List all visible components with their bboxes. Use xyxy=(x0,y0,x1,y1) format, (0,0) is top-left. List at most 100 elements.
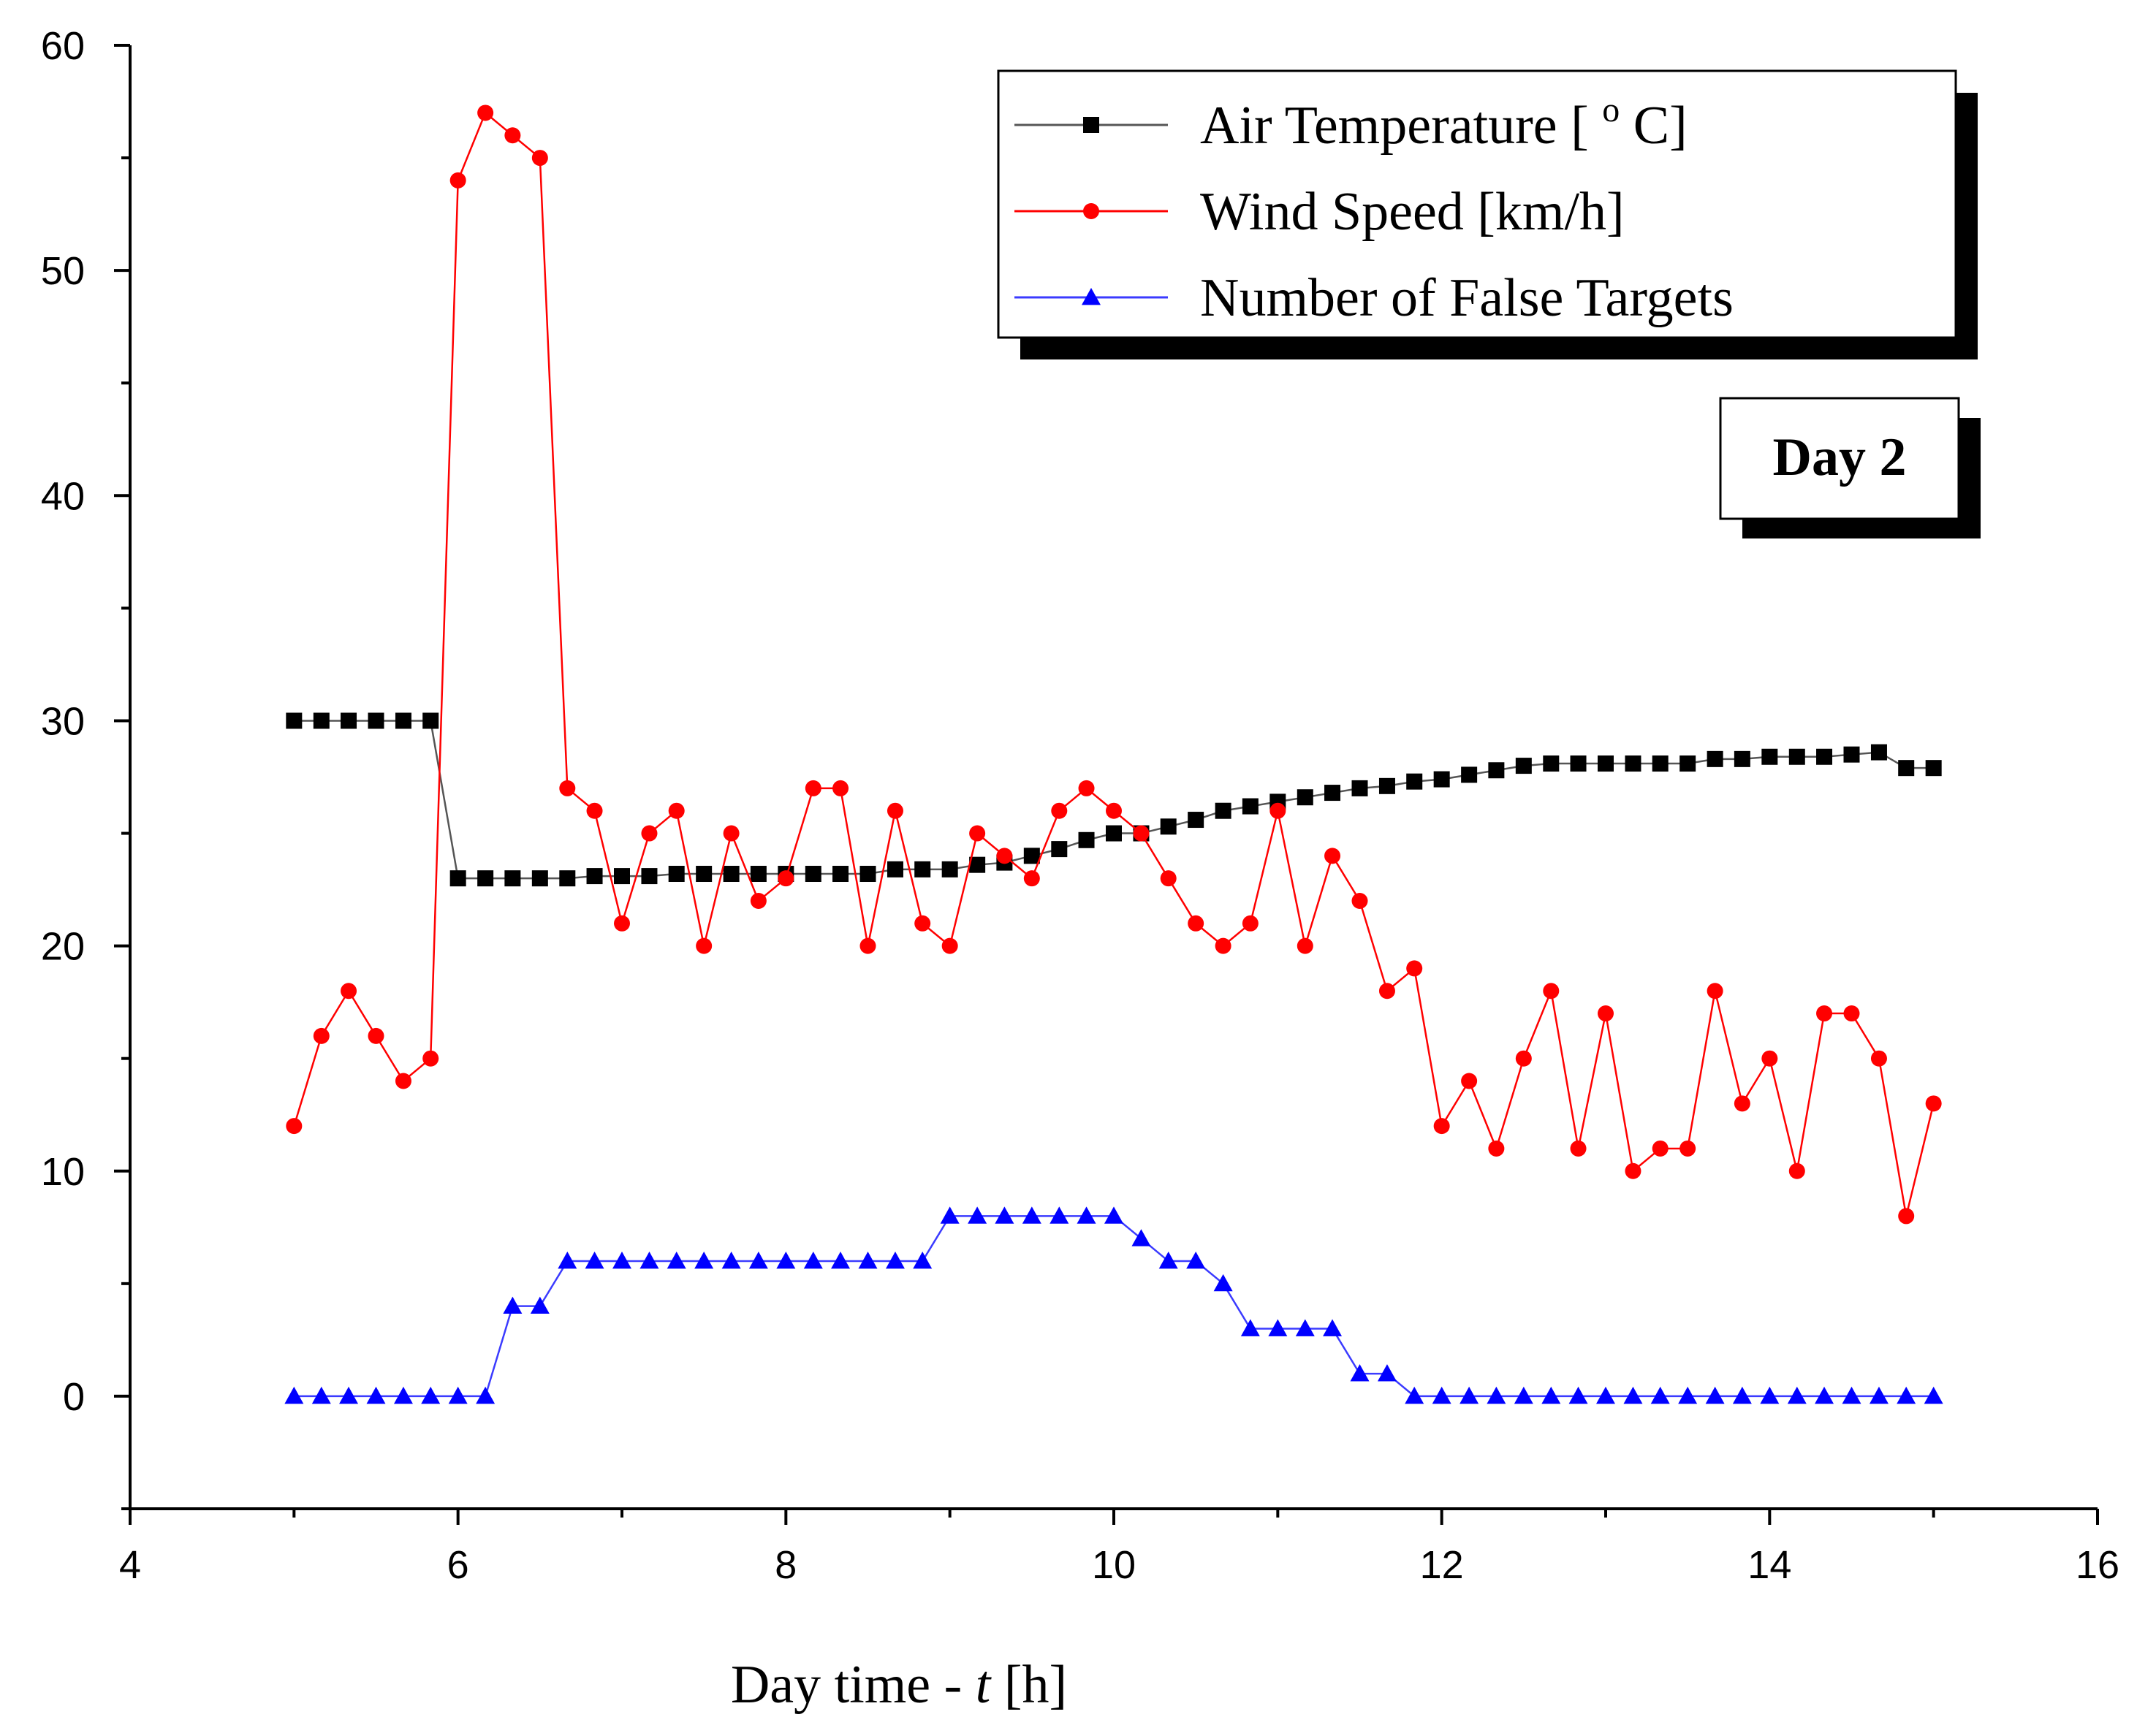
legend-entries: Air Temperature [ o C] Wind Speed [km/h] N… xyxy=(1014,91,1734,328)
data-point xyxy=(586,802,603,819)
data-point xyxy=(1023,870,1040,887)
data-point xyxy=(750,892,767,909)
data-point xyxy=(1568,1386,1588,1404)
data-point xyxy=(1734,1095,1750,1112)
data-point xyxy=(341,712,357,729)
data-point xyxy=(477,870,494,887)
data-point xyxy=(696,937,713,954)
data-point xyxy=(1213,1274,1233,1292)
legend-box xyxy=(997,69,1957,339)
data-point xyxy=(1679,755,1696,772)
data-point xyxy=(366,1386,386,1404)
data-point xyxy=(1104,1206,1123,1224)
data-point xyxy=(1816,748,1833,765)
data-point xyxy=(641,825,658,842)
data-point xyxy=(1133,825,1150,842)
data-point xyxy=(859,937,876,954)
data-point xyxy=(395,1073,411,1089)
data-point xyxy=(1623,1386,1643,1404)
data-point xyxy=(748,1252,768,1269)
data-point xyxy=(421,1386,441,1404)
data-point xyxy=(1787,1386,1807,1404)
data-point xyxy=(1734,750,1750,767)
data-point xyxy=(449,870,466,887)
data-point xyxy=(1815,1386,1834,1404)
data-point xyxy=(858,1252,878,1269)
data-point xyxy=(531,870,548,887)
data-point xyxy=(1324,785,1341,802)
data-point xyxy=(449,172,466,189)
data-point xyxy=(477,104,494,121)
data-point xyxy=(1432,1386,1451,1404)
data-point xyxy=(1378,777,1395,794)
data-point xyxy=(1186,1252,1206,1269)
series-layer xyxy=(284,104,1943,1404)
day-annotation-label: Day 2 xyxy=(1773,427,1907,487)
data-point xyxy=(1215,802,1231,819)
data-point xyxy=(1268,1319,1288,1336)
data-point xyxy=(1461,766,1478,783)
legend-marker xyxy=(1083,117,1099,133)
data-point xyxy=(1078,780,1095,796)
data-point xyxy=(1924,1386,1943,1404)
data-point xyxy=(503,1296,523,1314)
data-point xyxy=(694,1252,714,1269)
data-point xyxy=(639,1252,659,1269)
legend-marker xyxy=(1083,203,1099,219)
data-point xyxy=(1598,755,1614,772)
data-point xyxy=(1350,1364,1370,1382)
legend-label: Number of False Targets xyxy=(1200,268,1734,328)
data-point xyxy=(1377,1364,1397,1382)
data-point xyxy=(723,866,740,883)
data-point xyxy=(1652,1140,1669,1157)
data-point xyxy=(1378,983,1395,1000)
data-point xyxy=(1297,937,1313,954)
legend-label: Wind Speed [km/h] xyxy=(1200,182,1625,242)
data-point xyxy=(885,1252,905,1269)
data-point xyxy=(641,868,658,885)
data-point xyxy=(614,915,630,932)
data-point xyxy=(1078,831,1095,848)
data-point xyxy=(1596,1386,1615,1404)
data-point xyxy=(1598,1005,1614,1022)
data-point xyxy=(1160,818,1177,835)
data-point xyxy=(341,983,357,1000)
data-point xyxy=(723,825,740,842)
data-point xyxy=(1870,1050,1887,1067)
data-point xyxy=(284,1386,304,1404)
y-tick-label: 10 xyxy=(41,1150,85,1194)
data-point xyxy=(559,780,576,796)
data-point xyxy=(1188,915,1204,932)
data-point xyxy=(1188,812,1204,829)
data-point xyxy=(832,780,849,796)
data-point xyxy=(1816,1005,1833,1022)
data-point xyxy=(1160,870,1177,887)
data-point xyxy=(941,937,958,954)
y-tick-label: 20 xyxy=(41,925,85,969)
data-point xyxy=(286,1118,303,1135)
data-point xyxy=(1488,762,1505,779)
data-point xyxy=(831,1252,851,1269)
x-tick-label: 4 xyxy=(119,1543,141,1587)
data-point xyxy=(1242,798,1259,815)
data-point xyxy=(1023,848,1040,864)
data-point xyxy=(1679,1140,1696,1157)
data-point xyxy=(1842,1386,1861,1404)
data-point xyxy=(1351,780,1368,796)
data-point xyxy=(1788,748,1805,765)
data-point xyxy=(914,861,931,877)
data-point xyxy=(558,1252,577,1269)
data-point xyxy=(1650,1386,1670,1404)
x-tick-label: 12 xyxy=(1420,1543,1464,1587)
data-point xyxy=(1515,758,1532,774)
data-point xyxy=(586,868,603,885)
data-point xyxy=(1705,1386,1725,1404)
series-1 xyxy=(286,712,1942,887)
data-point xyxy=(803,1252,823,1269)
data-point xyxy=(1240,1319,1260,1336)
y-tick-label: 0 xyxy=(63,1375,85,1419)
data-point xyxy=(1732,1386,1752,1404)
data-point xyxy=(1625,1162,1641,1179)
x-tick-label: 10 xyxy=(1092,1543,1136,1587)
data-point xyxy=(995,1206,1014,1224)
